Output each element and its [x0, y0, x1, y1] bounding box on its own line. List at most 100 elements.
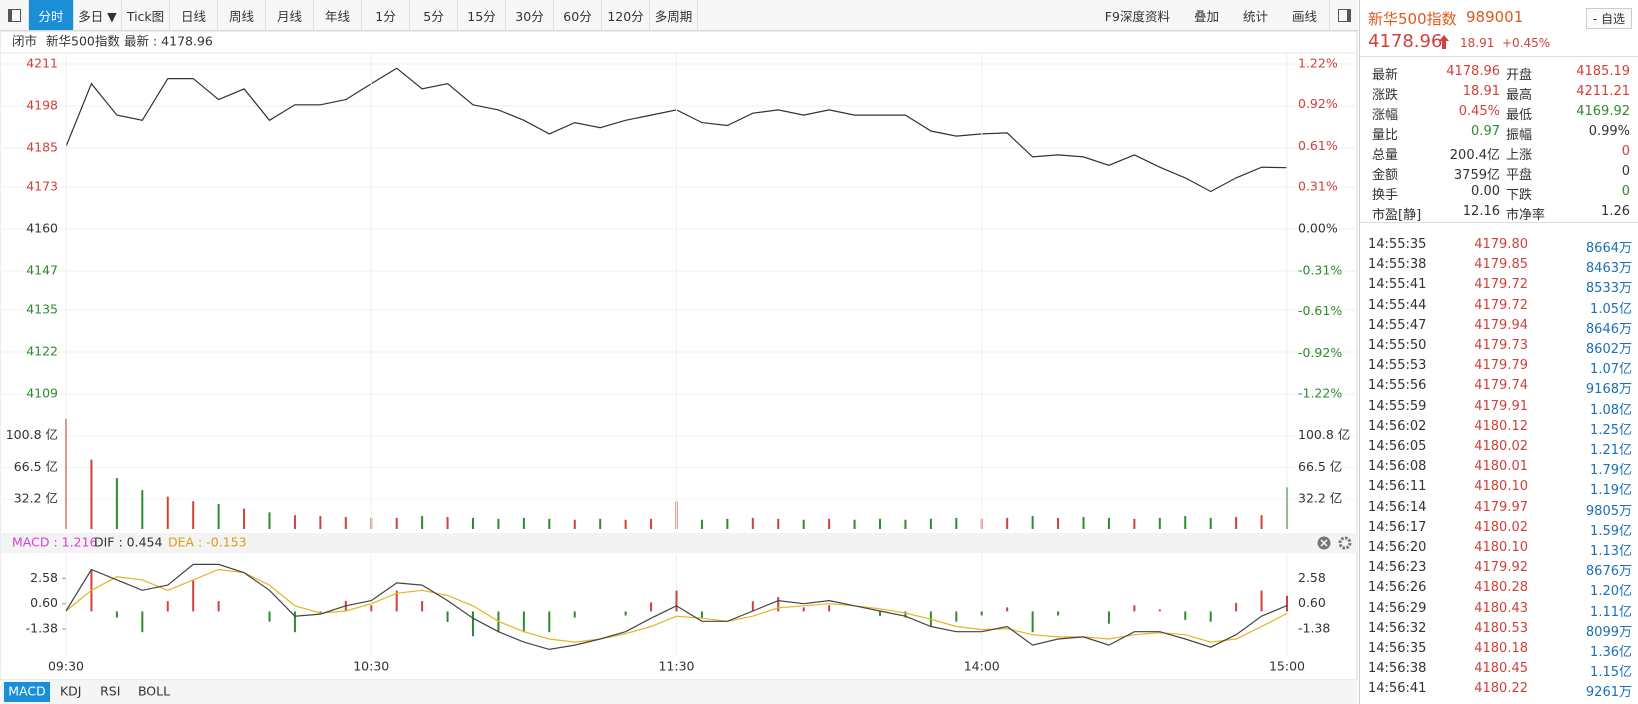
tick-volume: 1.21亿	[1590, 443, 1632, 458]
tick-time: 14:55:59	[1368, 398, 1427, 414]
tick-volume: 1.15亿	[1590, 665, 1632, 681]
volume-bar	[1082, 516, 1085, 529]
period-tab[interactable]: 多周期	[650, 0, 698, 30]
indicator-tab[interactable]: BOLL	[138, 684, 170, 699]
tick-time: 14:56:14	[1368, 499, 1427, 515]
tick-volume: 8099万	[1585, 624, 1632, 640]
frame	[0, 30, 1358, 681]
period-tab[interactable]: 分时	[29, 0, 74, 30]
panel-toggle[interactable]	[0, 0, 29, 30]
volume-bar	[777, 518, 780, 529]
period-tab[interactable]: 30分	[506, 0, 554, 30]
tick-volume: 9168万	[1585, 382, 1632, 398]
y-tick-label: 4135	[26, 301, 58, 316]
period-tab[interactable]: 日线	[170, 0, 218, 30]
volume-bar	[650, 518, 653, 529]
x-tick-label: 15:00	[1269, 659, 1305, 674]
tick-price: 4180.45	[1474, 661, 1528, 677]
market-state: 闭市	[12, 34, 37, 49]
period-tab[interactable]: 120分	[602, 0, 650, 30]
tick-volume: 8676万	[1585, 564, 1632, 580]
tick-volume: 8533万	[1585, 281, 1632, 297]
tool-button[interactable]: 统计	[1242, 8, 1268, 24]
tick-price: 4180.10	[1474, 479, 1528, 495]
volume-bar	[1235, 516, 1238, 529]
period-tab[interactable]: 周线	[218, 0, 266, 30]
period-tab[interactable]: 1分	[362, 0, 410, 30]
indicator-tab-bg[interactable]	[4, 682, 50, 702]
side-icon	[1337, 8, 1351, 22]
period-tab[interactable]: 多日 ▼	[74, 0, 122, 30]
period-tab[interactable]: 年线	[314, 0, 362, 30]
indicator-header-band	[1, 533, 1357, 553]
y-tick-label: -1.38	[26, 621, 58, 636]
stat-value: 3759亿	[1453, 168, 1500, 183]
stat-label: 上涨	[1506, 148, 1533, 163]
stat-label: 市净率	[1506, 208, 1546, 223]
tool-button[interactable]: F9深度资料	[1104, 8, 1170, 24]
tick-price: 4179.94	[1474, 317, 1528, 333]
y-tick-label: 2.58	[30, 570, 58, 585]
period-tab[interactable]: 60分	[554, 0, 602, 30]
tick-time: 14:56:05	[1368, 439, 1427, 454]
tick-price: 4179.72	[1474, 297, 1528, 313]
stat-label: 下跌	[1506, 188, 1533, 203]
tick-volume: 1.25亿	[1590, 422, 1632, 438]
divider	[1360, 222, 1638, 223]
y2-tick-label: 0.61%	[1298, 138, 1338, 153]
tick-time: 14:56:26	[1368, 580, 1427, 596]
indicator-tab[interactable]: RSI	[100, 684, 120, 699]
tick-volume: 1.59亿	[1590, 523, 1632, 539]
indicator-tab[interactable]: KDJ	[60, 684, 82, 699]
tick-volume: 9805万	[1585, 503, 1632, 519]
stat-value: 0	[1621, 164, 1630, 179]
volume-bar	[497, 518, 500, 529]
volume-bar	[344, 516, 347, 529]
period-tab[interactable]: 5分	[410, 0, 458, 30]
stat-label: 最低	[1506, 108, 1533, 123]
y2-tick-label: 0.00%	[1298, 221, 1338, 236]
tool-button[interactable]: 叠加	[1193, 8, 1219, 24]
y-tick-label: 4198	[26, 98, 58, 113]
volume-bar	[1209, 517, 1212, 529]
volume-bar	[472, 517, 474, 529]
tick-time: 14:56:11	[1368, 479, 1427, 495]
tick-volume: 1.07亿	[1590, 362, 1632, 378]
settings-icon[interactable]	[1338, 536, 1352, 550]
tick-time: 14:56:20	[1368, 540, 1427, 555]
stat-label: 金额	[1372, 168, 1399, 183]
tick-price: 4179.85	[1474, 257, 1528, 273]
tick-volume: 1.08亿	[1590, 402, 1632, 418]
period-tab[interactable]: Tick图	[122, 0, 170, 30]
period-tab[interactable]: 15分	[458, 0, 506, 30]
stat-value: 1.26	[1601, 204, 1630, 219]
y-tick-label: 66.5 亿	[14, 459, 58, 474]
volume-bar	[1184, 516, 1187, 529]
stat-label: 量比	[1372, 128, 1399, 143]
x-tick-label: 14:00	[964, 659, 1000, 674]
period-tab[interactable]: 月线	[266, 0, 314, 30]
volume-bar	[243, 508, 246, 529]
stat-label: 市盈[静]	[1372, 208, 1422, 223]
x-tick-label: 11:30	[658, 659, 694, 674]
quote-panel: 新华500指数 989001 - 自选 4178.96 18.91 +0.45%…	[1359, 0, 1638, 704]
tick-price: 4180.53	[1474, 620, 1528, 636]
y2-tick-label: -1.38	[1298, 621, 1330, 636]
watch-button[interactable]: - 自选	[1585, 8, 1632, 29]
volume-bar	[700, 519, 703, 529]
volume-bar	[548, 518, 551, 529]
tick-volume: 8664万	[1585, 241, 1632, 256]
indicator-tools[interactable]	[1317, 536, 1352, 550]
tick-price: 4179.92	[1474, 560, 1528, 576]
tick-price: 4180.01	[1474, 459, 1528, 475]
quote-price: 4178.96	[1368, 31, 1443, 52]
indicator-legend: MACD : 1.216	[12, 535, 97, 550]
tool-button[interactable]: 画线	[1291, 8, 1317, 24]
y-tick-label: 32.2 亿	[14, 491, 58, 506]
volume-bar	[1133, 518, 1136, 529]
side-toggle[interactable]	[1329, 0, 1358, 30]
stat-label: 平盘	[1506, 168, 1533, 183]
indicator-tab[interactable]: MACD	[8, 684, 45, 699]
y2-tick-label: 0.60	[1298, 595, 1326, 610]
volume-bar	[319, 516, 322, 529]
